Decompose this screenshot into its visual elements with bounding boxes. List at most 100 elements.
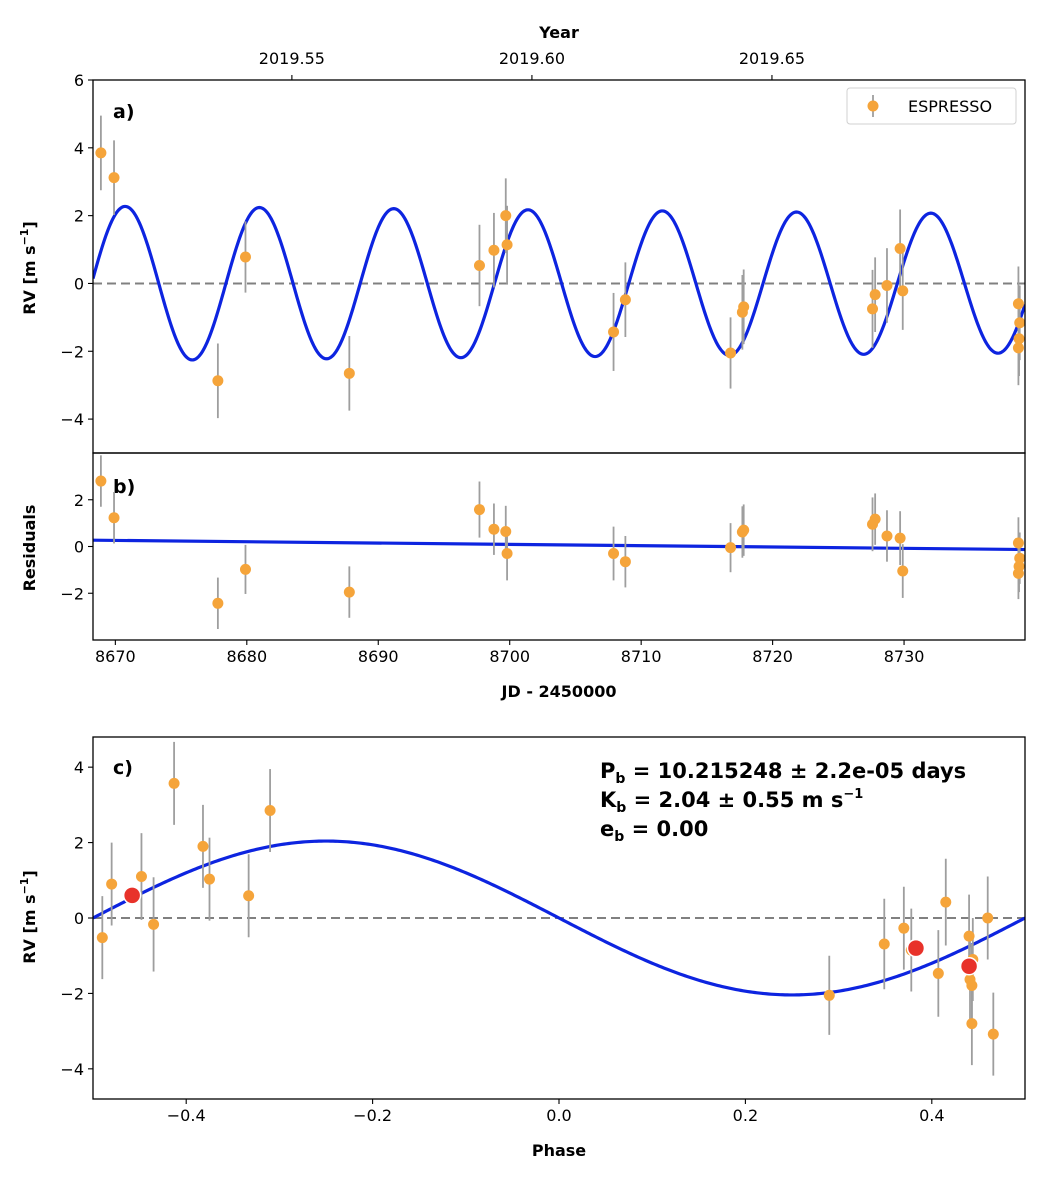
- annotation-period: Pb = 10.215248 ± 2.2e-05 days: [600, 759, 966, 787]
- panel-b-xtick-label: 8730: [884, 647, 925, 666]
- panel-b-data-point: [501, 548, 513, 560]
- panel-b-ytick-label: 2: [74, 491, 84, 510]
- panel-a-data-point: [500, 210, 512, 222]
- panel-b-data-point: [1014, 552, 1025, 564]
- panel-b-label: b): [113, 476, 135, 498]
- panel-a-model-curve: [93, 204, 1025, 362]
- panel-c-ytick-label: 2: [74, 834, 84, 853]
- panel-c-data-point: [204, 873, 215, 885]
- panel-a-data-point: [881, 279, 893, 291]
- panel-b-xtick-label: 8700: [489, 647, 530, 666]
- panel-c-xtick-label: 0.2: [733, 1106, 758, 1125]
- panel-c-xtick-label: −0.2: [353, 1106, 392, 1125]
- panel-b-data-point: [488, 523, 500, 535]
- panel-a-data-point: [108, 172, 120, 184]
- panel-b-ytick-label: 0: [74, 538, 84, 557]
- panel-a-data-point: [343, 367, 355, 379]
- legend-label: ESPRESSO: [908, 97, 992, 116]
- panel-b-points: [95, 455, 1025, 630]
- panel-c-binned-point: [122, 886, 142, 905]
- panel-a-data-point: [1013, 333, 1025, 345]
- panel-c-data-point: [898, 922, 910, 934]
- panel-a-data-point: [1012, 298, 1024, 310]
- panel-a-ytick-label: 4: [74, 139, 84, 158]
- top-xtick-label: 2019.60: [499, 49, 565, 68]
- panel-a-points: [95, 115, 1025, 419]
- panel-c-data-point: [264, 805, 276, 817]
- panel-c-model-curve: [93, 839, 1025, 997]
- panel-c-binned-point: [906, 938, 926, 958]
- panel-a-ytick-label: 2: [74, 207, 84, 226]
- panel-a-data-point: [95, 147, 107, 159]
- panel-c-data-point: [197, 840, 209, 852]
- panel-b-ytick-label: −2: [60, 584, 84, 603]
- panel-c-xtick-label: 0.4: [919, 1106, 944, 1125]
- panel-b-data-point: [473, 504, 485, 516]
- panel-c-binned-point: [959, 957, 979, 976]
- panel-a-ytick-label: −4: [60, 410, 84, 429]
- panel-a-data-point: [608, 326, 620, 338]
- panel-b-frame: [92, 452, 1026, 641]
- panel-a-data-point: [212, 375, 224, 387]
- panel-c-ytick-label: 0: [74, 909, 84, 928]
- panel-a-ylabel: RV [m s−1]: [18, 221, 39, 315]
- panel-b-data-point: [725, 542, 737, 554]
- panel-c-data-point: [940, 896, 952, 908]
- panel-b-xtick-label: 8710: [621, 647, 662, 666]
- top-xtick-label: 2019.55: [259, 49, 325, 68]
- panel-b-xtick-label: 8670: [95, 647, 136, 666]
- panel-b-trend-line: [93, 538, 1025, 552]
- panel-c-data-point: [966, 979, 978, 991]
- panel-c-data-point: [135, 871, 147, 883]
- panel-b-data-point: [738, 524, 750, 536]
- panel-c-data-point: [823, 989, 835, 1001]
- panel-b-xtick-label: 8690: [358, 647, 399, 666]
- panel-b-data-point: [500, 526, 512, 538]
- panel-c-data-point: [96, 932, 108, 944]
- annotation-eccentricity: eb = 0.00: [600, 817, 708, 845]
- panel-a-data-point: [725, 347, 737, 359]
- panel-a-data-point: [1014, 317, 1025, 329]
- panel-c-xtick-label: 0.0: [546, 1106, 571, 1125]
- panel-c-data-point: [168, 777, 180, 789]
- panel-c-phase-folded: RV [m s−1] Phase c) Pb = 10.215248 ± 2.2…: [18, 736, 1026, 1160]
- panel-a-label: a): [113, 101, 135, 123]
- panel-b-data-point: [1012, 537, 1024, 549]
- panel-b-data-point: [95, 475, 107, 487]
- panel-c-data-point: [932, 967, 944, 979]
- panel-c-data-point: [963, 930, 975, 942]
- top-axis-label: Year: [538, 23, 579, 42]
- panel-c-data-point: [148, 918, 160, 930]
- panel-a-data-point: [239, 251, 251, 263]
- panel-a-data-point: [869, 289, 881, 301]
- panel-c-xlabel: Phase: [532, 1141, 586, 1160]
- panel-b-data-point: [897, 565, 909, 577]
- panel-a-data-point: [619, 294, 631, 306]
- panel-a-ytick-label: −2: [60, 342, 84, 361]
- panel-a-ytick-label: 0: [74, 274, 84, 293]
- panel-c-ylabel: RV [m s−1]: [18, 870, 39, 964]
- panel-c-data-point: [106, 878, 118, 890]
- annotation-amplitude: Kb = 2.04 ± 0.55 m s−1: [600, 787, 863, 816]
- panel-b-data-point: [881, 530, 893, 542]
- panel-c-data-point: [987, 1028, 999, 1040]
- panel-c-binned-points: [122, 886, 979, 976]
- panel-b-data-point: [212, 597, 224, 609]
- panel-c-ytick-label: 4: [74, 758, 84, 777]
- legend-box: [846, 87, 1017, 125]
- panel-b-xlabel: JD - 2450000: [501, 682, 617, 701]
- panel-b-ylabel: Residuals: [20, 505, 39, 592]
- panel-a-data-point: [1012, 342, 1024, 354]
- panel-c-data-point: [243, 890, 255, 902]
- panel-c-data-point: [982, 912, 994, 924]
- panel-b-data-point: [608, 548, 620, 560]
- panel-c-ytick-label: −2: [60, 984, 84, 1003]
- panel-b-data-point: [1012, 567, 1024, 579]
- panel-a-data-point: [897, 285, 909, 297]
- panel-a-data-point: [867, 303, 879, 315]
- panel-b-data-point: [869, 513, 881, 525]
- panel-c-points: [96, 741, 999, 1076]
- panel-c-ytick-label: −4: [60, 1060, 84, 1079]
- panel-b-data-point: [619, 556, 631, 568]
- legend-marker: [867, 100, 879, 112]
